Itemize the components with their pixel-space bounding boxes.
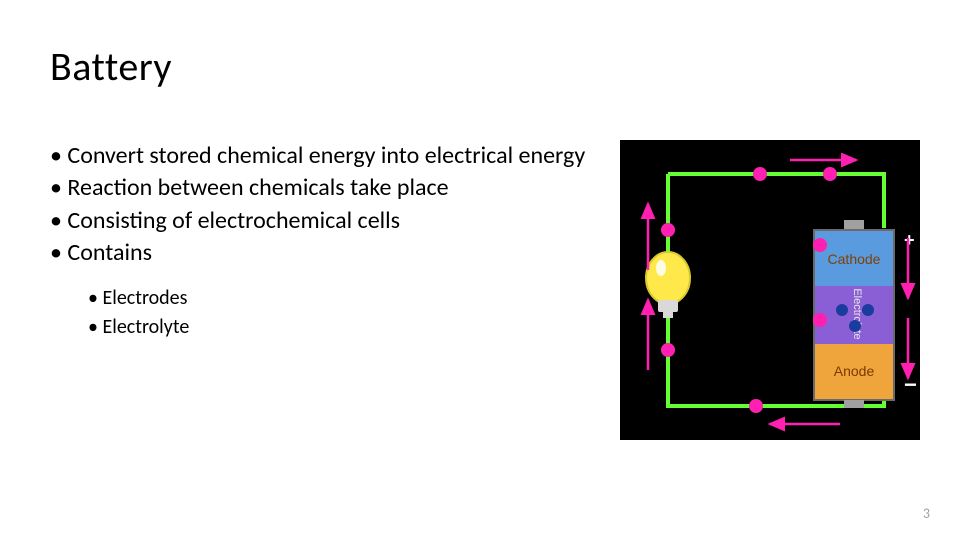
electrolyte-label: Electrolyte — [851, 288, 863, 339]
page-number: 3 — [923, 505, 930, 522]
bullet-item: Contains — [50, 237, 610, 269]
bullet-item: Consisting of electrochemical cells — [50, 205, 610, 237]
battery-svg: Cathode Electrolyte Anode + − — [620, 140, 920, 440]
minus-icon: − — [904, 372, 917, 397]
sub-bullet-item: Electrolyte — [88, 313, 610, 342]
ion-icon — [836, 304, 848, 316]
slide-title: Battery — [50, 42, 172, 91]
electron-icon — [661, 343, 675, 357]
battery-diagram: Cathode Electrolyte Anode + − — [620, 140, 920, 440]
cathode-label: Cathode — [828, 251, 881, 267]
bullet-item: Convert stored chemical energy into elec… — [50, 140, 610, 172]
electron-icon — [813, 313, 827, 327]
electron-icon — [753, 167, 767, 181]
ion-icon — [862, 304, 874, 316]
sub-bullet-item: Electrodes — [88, 284, 610, 313]
bullet-list: Convert stored chemical energy into elec… — [50, 140, 610, 270]
ion-icon — [849, 320, 861, 332]
sub-bullet-list: Electrodes Electrolyte — [88, 284, 610, 342]
electron-icon — [823, 167, 837, 181]
electron-icon — [749, 399, 763, 413]
electron-icon — [813, 238, 827, 252]
slide: Battery Convert stored chemical energy i… — [0, 0, 960, 540]
bullet-item: Reaction between chemicals take place — [50, 172, 610, 204]
anode-label: Anode — [834, 363, 875, 379]
electron-icon — [661, 223, 675, 237]
content-area: Convert stored chemical energy into elec… — [50, 140, 610, 342]
plus-icon: + — [904, 230, 915, 250]
